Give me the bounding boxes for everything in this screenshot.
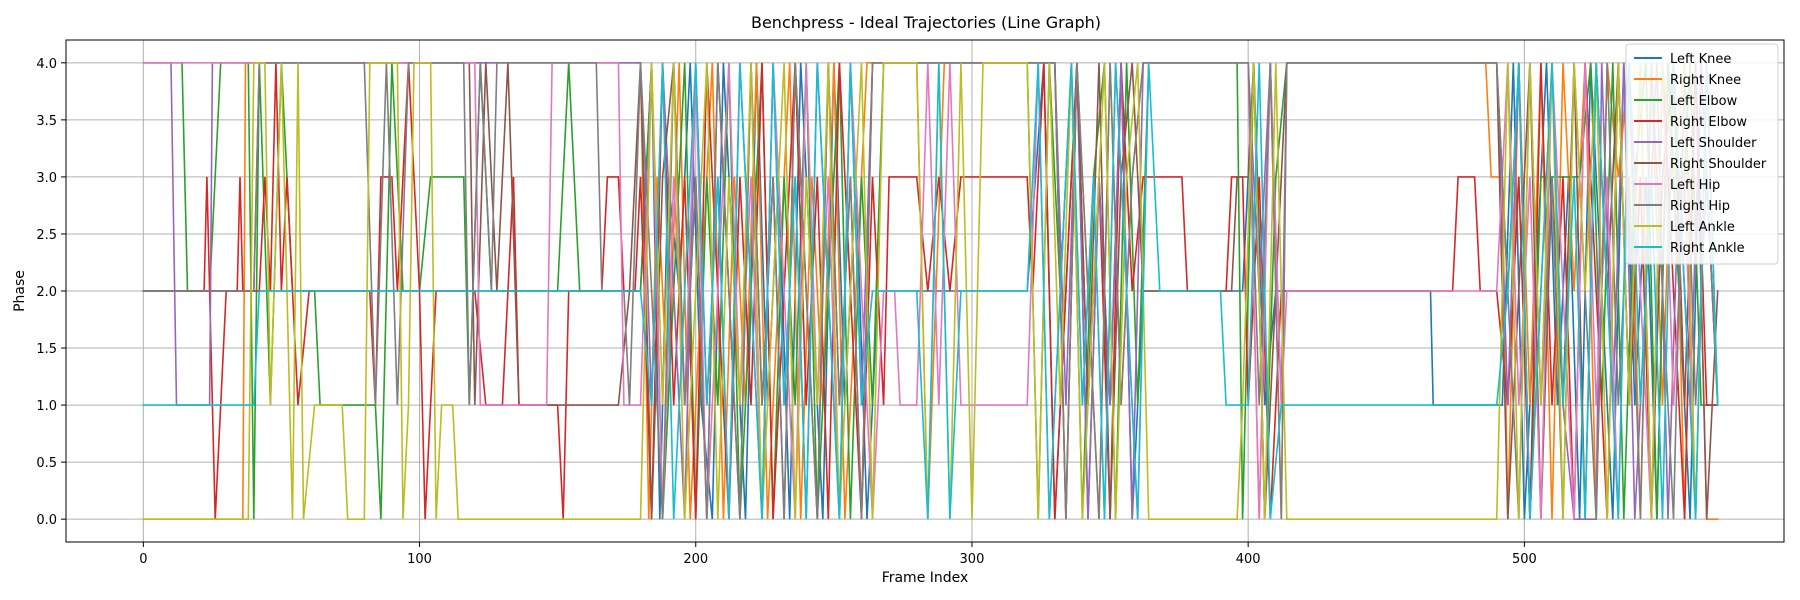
x-tick-label: 500 bbox=[1512, 552, 1537, 567]
x-axis-label: Frame Index bbox=[882, 570, 969, 586]
legend-entry: Left Elbow bbox=[1670, 94, 1738, 109]
x-tick-label: 0 bbox=[139, 552, 147, 567]
chart-title: Benchpress - Ideal Trajectories (Line Gr… bbox=[751, 13, 1101, 32]
legend-entry: Right Hip bbox=[1670, 199, 1730, 214]
legend-entry: Right Knee bbox=[1670, 73, 1741, 88]
legend: Left Knee Right Knee Left Elbow Right Elbow… bbox=[1625, 43, 1779, 265]
x-tick-label: 400 bbox=[1236, 552, 1261, 567]
legend-entry: Left Hip bbox=[1670, 178, 1720, 193]
y-axis-label: Phase bbox=[12, 270, 28, 312]
series-line-left-ankle bbox=[142, 61, 1719, 521]
y-tick-label: 4.0 bbox=[36, 57, 57, 72]
x-tick-label: 200 bbox=[683, 552, 708, 567]
y-tick-label: 2.0 bbox=[36, 285, 57, 300]
legend-entry: Right Shoulder bbox=[1670, 157, 1767, 172]
legend-entry: Left Ankle bbox=[1670, 220, 1735, 235]
y-tick-label: 2.5 bbox=[36, 228, 57, 243]
plot-area bbox=[142, 61, 1719, 521]
y-tick-label: 0.0 bbox=[36, 513, 57, 528]
x-tick-label: 100 bbox=[407, 552, 432, 567]
y-tick-label: 0.5 bbox=[36, 456, 57, 471]
legend-entry: Left Shoulder bbox=[1670, 136, 1757, 151]
legend-entry: Left Knee bbox=[1670, 52, 1731, 67]
y-tick-label: 3.5 bbox=[36, 114, 57, 129]
series-line-right-ankle bbox=[142, 62, 1719, 520]
legend-box bbox=[1625, 43, 1779, 265]
legend-entry: Right Ankle bbox=[1670, 241, 1745, 256]
y-tick-label: 1.0 bbox=[36, 399, 57, 414]
axis-ticks: 0 100 200 300 400 500 0.0 0.5 1.0 1.5 2.0 2.5 3.0 3.5… bbox=[36, 57, 1536, 567]
y-tick-label: 1.5 bbox=[36, 342, 57, 357]
legend-entry: Right Elbow bbox=[1670, 115, 1747, 130]
x-tick-label: 300 bbox=[960, 552, 985, 567]
series-line-left-hip bbox=[142, 61, 1719, 520]
y-tick-label: 3.0 bbox=[36, 171, 57, 186]
